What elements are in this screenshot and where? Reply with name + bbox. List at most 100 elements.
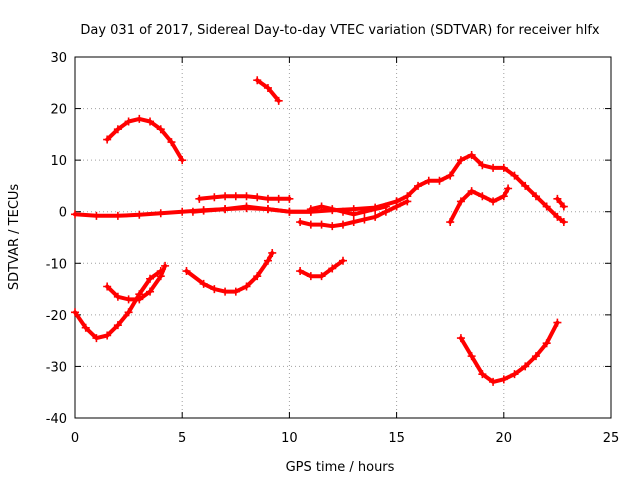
data-point (221, 192, 230, 201)
data-point (446, 218, 455, 227)
data-point (521, 362, 530, 371)
data-point (542, 202, 551, 211)
data-point (328, 205, 337, 214)
data-point (467, 150, 476, 159)
series-line (555, 196, 566, 209)
data-point (221, 287, 230, 296)
data-point (504, 184, 513, 193)
data-point (456, 156, 465, 165)
data-point (339, 220, 347, 229)
series-arc-15 (456, 318, 562, 386)
y-tick-label: 10 (50, 154, 67, 169)
data-point (360, 207, 369, 216)
data-point (263, 194, 272, 203)
data-point (499, 192, 508, 201)
data-point (135, 114, 144, 123)
series-arc-13 (182, 248, 277, 296)
series-arc-10 (253, 76, 283, 105)
x-tick-label: 0 (71, 431, 79, 446)
axis-ticks (74, 56, 612, 419)
data-point (199, 279, 208, 288)
data-point (531, 192, 540, 201)
data-point (553, 212, 562, 221)
data-point (559, 202, 568, 211)
x-axis-label: GPS time / hours (286, 460, 395, 475)
data-point (92, 211, 101, 220)
data-point (263, 256, 272, 265)
data-point (156, 272, 165, 281)
x-tick-label: 15 (388, 431, 405, 446)
data-point (274, 96, 283, 105)
data-point (167, 138, 176, 147)
data-point (103, 331, 112, 340)
data-point (510, 370, 519, 379)
y-tick-label: -20 (46, 309, 67, 324)
data-point (456, 197, 465, 206)
data-point (285, 194, 294, 203)
data-point (349, 210, 358, 219)
data-point (317, 202, 326, 211)
x-tick-label: 25 (603, 431, 620, 446)
y-axis-label: SDTVAR / TECUs (7, 184, 22, 291)
data-point (296, 267, 305, 276)
data-point (135, 210, 144, 219)
data-point (296, 218, 305, 227)
y-tick-label: 20 (50, 103, 67, 118)
data-point (178, 207, 187, 216)
data-point (317, 220, 326, 229)
data-point (274, 194, 283, 203)
data-point (499, 375, 508, 384)
series-line (184, 251, 275, 294)
data-point (403, 192, 412, 201)
data-point (531, 352, 540, 361)
data-point (285, 207, 294, 216)
data-point (424, 176, 433, 185)
x-tick-label: 10 (281, 431, 298, 446)
x-tick-label: 20 (496, 431, 513, 446)
data-point (113, 211, 122, 220)
y-tick-label: 30 (50, 51, 67, 66)
data-point (124, 308, 133, 317)
data-point (161, 261, 170, 270)
series-arc-8 (553, 194, 568, 211)
data-point (242, 282, 251, 291)
plot-frame (74, 56, 612, 419)
data-point (317, 272, 326, 281)
data-point (231, 287, 240, 296)
data-point (188, 207, 197, 216)
data-point (467, 187, 476, 196)
series-arc-14 (296, 256, 347, 281)
series-line (448, 186, 511, 224)
data-point (242, 192, 251, 201)
data-point (339, 256, 347, 265)
series-line (105, 116, 185, 163)
data-point (103, 135, 112, 144)
data-point (210, 193, 219, 202)
data-point (371, 205, 380, 214)
data-point (349, 218, 358, 227)
x-tick-label: 5 (178, 431, 186, 446)
data-point (510, 171, 519, 180)
data-point (92, 334, 101, 343)
data-point (559, 218, 568, 227)
data-point (306, 272, 315, 281)
data-point (113, 321, 122, 330)
series-arc-6 (392, 150, 568, 227)
series-arc-3 (188, 202, 315, 216)
data-point (263, 205, 272, 214)
data-point (467, 352, 476, 361)
data-point (221, 205, 230, 214)
chart-title: Day 031 of 2017, Sidereal Day-to-day VTE… (80, 23, 600, 38)
data-point (542, 339, 551, 348)
data-point (156, 125, 165, 134)
data-point (182, 267, 191, 276)
data-point (489, 377, 498, 386)
data-point (195, 194, 204, 203)
data-point (371, 212, 380, 221)
data-point (381, 202, 390, 211)
y-tick-label: -40 (46, 412, 67, 427)
series-arc-11 (71, 267, 165, 343)
y-tick-labels: 30 20 10 0 -10 -20 -30 -40 (46, 51, 67, 427)
series-arc-7 (446, 184, 513, 227)
